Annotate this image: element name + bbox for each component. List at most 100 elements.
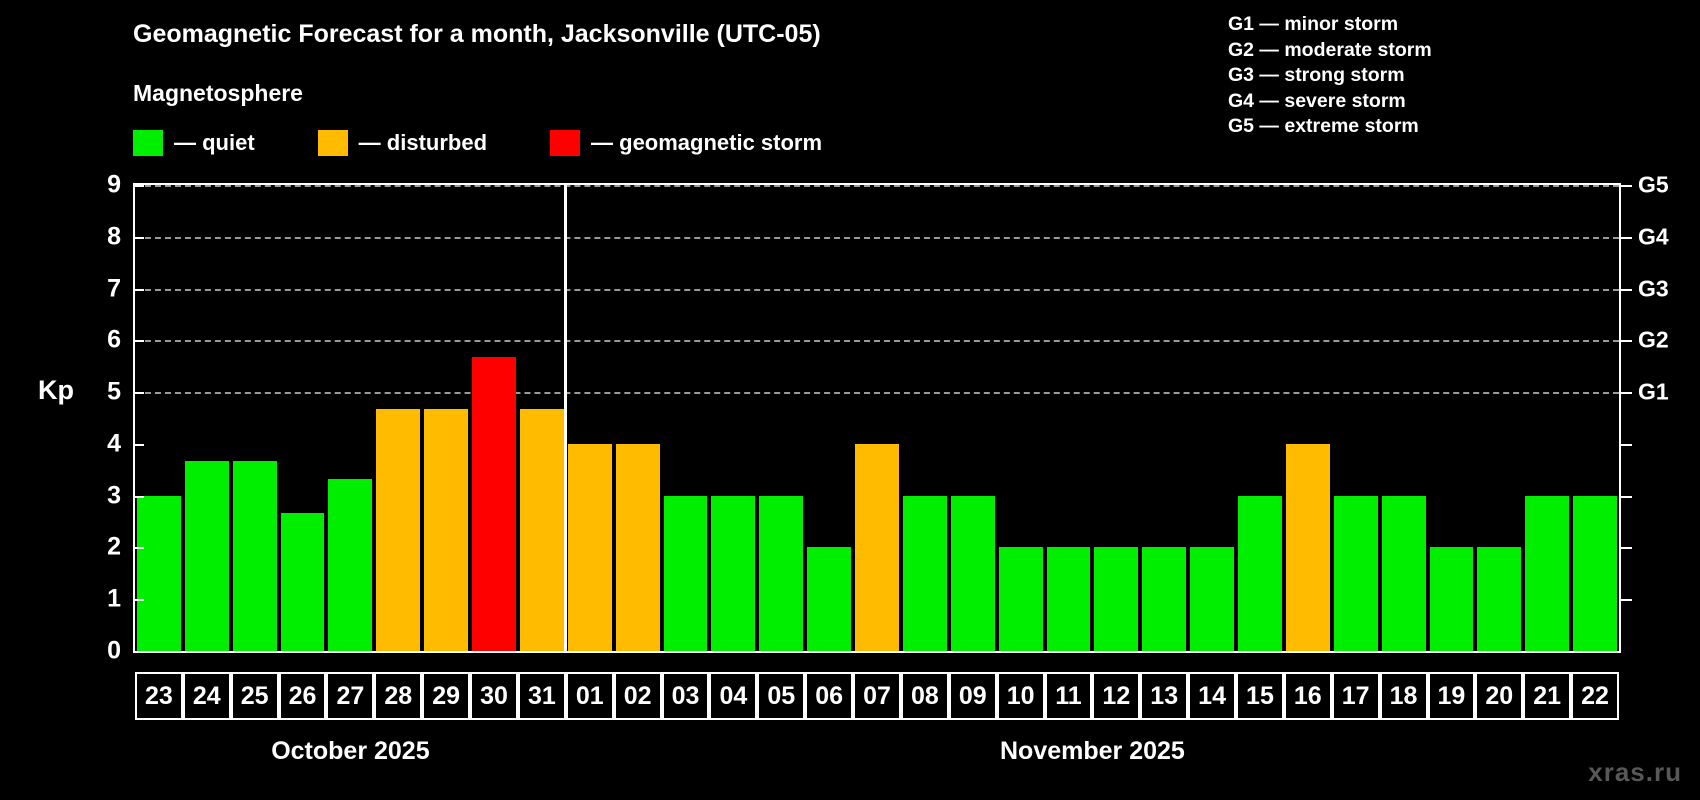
day-label-20[interactable]: 20	[1475, 672, 1524, 720]
g-tick-label-G2: G2	[1638, 326, 1669, 353]
day-label-24[interactable]: 24	[182, 672, 231, 720]
day-label-16[interactable]: 16	[1283, 672, 1332, 720]
g-tick-label-G4: G4	[1638, 223, 1669, 250]
day-label-04[interactable]: 04	[709, 672, 758, 720]
day-label-07[interactable]: 07	[853, 672, 901, 720]
day-label-30[interactable]: 30	[470, 672, 518, 720]
bar-day-15[interactable]	[1238, 495, 1282, 651]
bar-day-29[interactable]	[424, 409, 469, 651]
day-label-12[interactable]: 12	[1092, 672, 1141, 720]
day-label-23[interactable]: 23	[135, 672, 183, 720]
y-tick-mark-8	[133, 236, 144, 239]
chart-plot-area	[133, 183, 1621, 653]
bar-day-10[interactable]	[998, 547, 1043, 651]
gridline-kp-5	[135, 392, 1619, 395]
day-label-17[interactable]: 17	[1331, 672, 1380, 720]
bar-day-13[interactable]	[1142, 547, 1187, 651]
bar-day-30[interactable]	[472, 357, 516, 651]
y-tick-label-0: 0	[107, 636, 121, 665]
y-tick-mark-5	[133, 392, 144, 395]
bar-day-03[interactable]	[663, 495, 708, 651]
red-square-icon	[550, 130, 581, 156]
g-tick-mark-G4	[1621, 236, 1632, 239]
g-axis-labels: G1 G2 G3 G4 G5	[1638, 173, 1694, 653]
y-axis-title: Kp	[38, 375, 74, 405]
y-tick-mark-1	[133, 599, 144, 602]
g-tick-mark-kp-4	[1621, 443, 1632, 446]
day-label-26[interactable]: 26	[278, 672, 327, 720]
bar-day-28[interactable]	[376, 409, 421, 651]
bar-day-11[interactable]	[1046, 547, 1091, 651]
bar-day-31[interactable]	[519, 409, 564, 651]
bar-day-23[interactable]	[137, 495, 181, 651]
chart-plot-inner	[135, 185, 1619, 651]
day-label-05[interactable]: 05	[757, 672, 806, 720]
month-label-october: October 2025	[271, 737, 430, 765]
day-label-02[interactable]: 02	[613, 672, 662, 720]
legend-item-quiet: — quiet	[133, 130, 255, 156]
g-tick-mark-G3	[1621, 288, 1632, 291]
y-tick-label-7: 7	[107, 274, 121, 303]
day-label-18[interactable]: 18	[1379, 672, 1428, 720]
day-label-28[interactable]: 28	[374, 672, 423, 720]
day-label-25[interactable]: 25	[230, 672, 279, 720]
day-label-01[interactable]: 01	[565, 672, 614, 720]
y-tick-mark-4	[133, 443, 144, 446]
bar-day-07[interactable]	[855, 443, 899, 651]
bar-day-12[interactable]	[1094, 547, 1139, 651]
bar-day-27[interactable]	[328, 478, 373, 651]
orange-square-icon	[317, 130, 348, 156]
bar-day-20[interactable]	[1477, 547, 1522, 651]
legend-item-label: — quiet	[174, 130, 255, 155]
bar-series	[135, 185, 1619, 651]
g-tick-label-G5: G5	[1638, 171, 1669, 198]
bar-day-09[interactable]	[950, 495, 995, 651]
g-tick-mark-kp-2	[1621, 547, 1632, 550]
y-tick-label-3: 3	[107, 481, 121, 510]
day-label-08[interactable]: 08	[900, 672, 949, 720]
bar-day-18[interactable]	[1381, 495, 1426, 651]
day-label-21[interactable]: 21	[1523, 672, 1572, 720]
bar-day-01[interactable]	[567, 443, 612, 651]
g-tick-mark-kp-1	[1621, 599, 1632, 602]
bar-day-04[interactable]	[711, 495, 756, 651]
bar-day-17[interactable]	[1333, 495, 1378, 651]
legend-item-disturbed: — disturbed	[317, 130, 487, 156]
day-label-03[interactable]: 03	[661, 672, 710, 720]
magnetosphere-legend: — quiet — disturbed — geomagnetic storm	[133, 130, 822, 156]
bar-day-08[interactable]	[902, 495, 947, 651]
bar-day-05[interactable]	[759, 495, 804, 651]
day-label-11[interactable]: 11	[1044, 672, 1093, 720]
bar-day-16[interactable]	[1285, 443, 1330, 651]
y-tick-label-4: 4	[107, 429, 121, 458]
legend-item-label: — geomagnetic storm	[591, 130, 823, 155]
green-square-icon	[133, 130, 163, 156]
bar-day-24[interactable]	[184, 460, 229, 651]
y-tick-label-6: 6	[107, 325, 121, 354]
watermark: xras.ru	[1588, 757, 1682, 787]
day-label-15[interactable]: 15	[1236, 672, 1284, 720]
day-label-22[interactable]: 22	[1571, 672, 1619, 720]
day-label-19[interactable]: 19	[1427, 672, 1476, 720]
day-label-10[interactable]: 10	[996, 672, 1045, 720]
bar-day-14[interactable]	[1190, 547, 1235, 651]
bar-day-02[interactable]	[615, 443, 660, 651]
bar-day-25[interactable]	[232, 460, 277, 651]
day-label-09[interactable]: 09	[948, 672, 997, 720]
day-label-06[interactable]: 06	[805, 672, 854, 720]
bar-day-21[interactable]	[1525, 495, 1570, 651]
day-label-31[interactable]: 31	[517, 672, 566, 720]
g-tick-mark-G1	[1621, 392, 1632, 395]
bar-day-26[interactable]	[280, 512, 325, 651]
day-label-27[interactable]: 27	[326, 672, 375, 720]
g-tick-mark-kp-3	[1621, 495, 1632, 498]
bar-day-22[interactable]	[1573, 495, 1617, 651]
day-label-14[interactable]: 14	[1188, 672, 1237, 720]
bar-day-06[interactable]	[807, 547, 852, 651]
gridline-kp-9	[135, 185, 1619, 187]
day-label-13[interactable]: 13	[1140, 672, 1189, 720]
bar-day-19[interactable]	[1429, 547, 1474, 651]
day-label-29[interactable]: 29	[422, 672, 471, 720]
y-tick-label-5: 5	[107, 377, 121, 406]
magnetosphere-section-label: Magnetosphere	[133, 80, 303, 106]
